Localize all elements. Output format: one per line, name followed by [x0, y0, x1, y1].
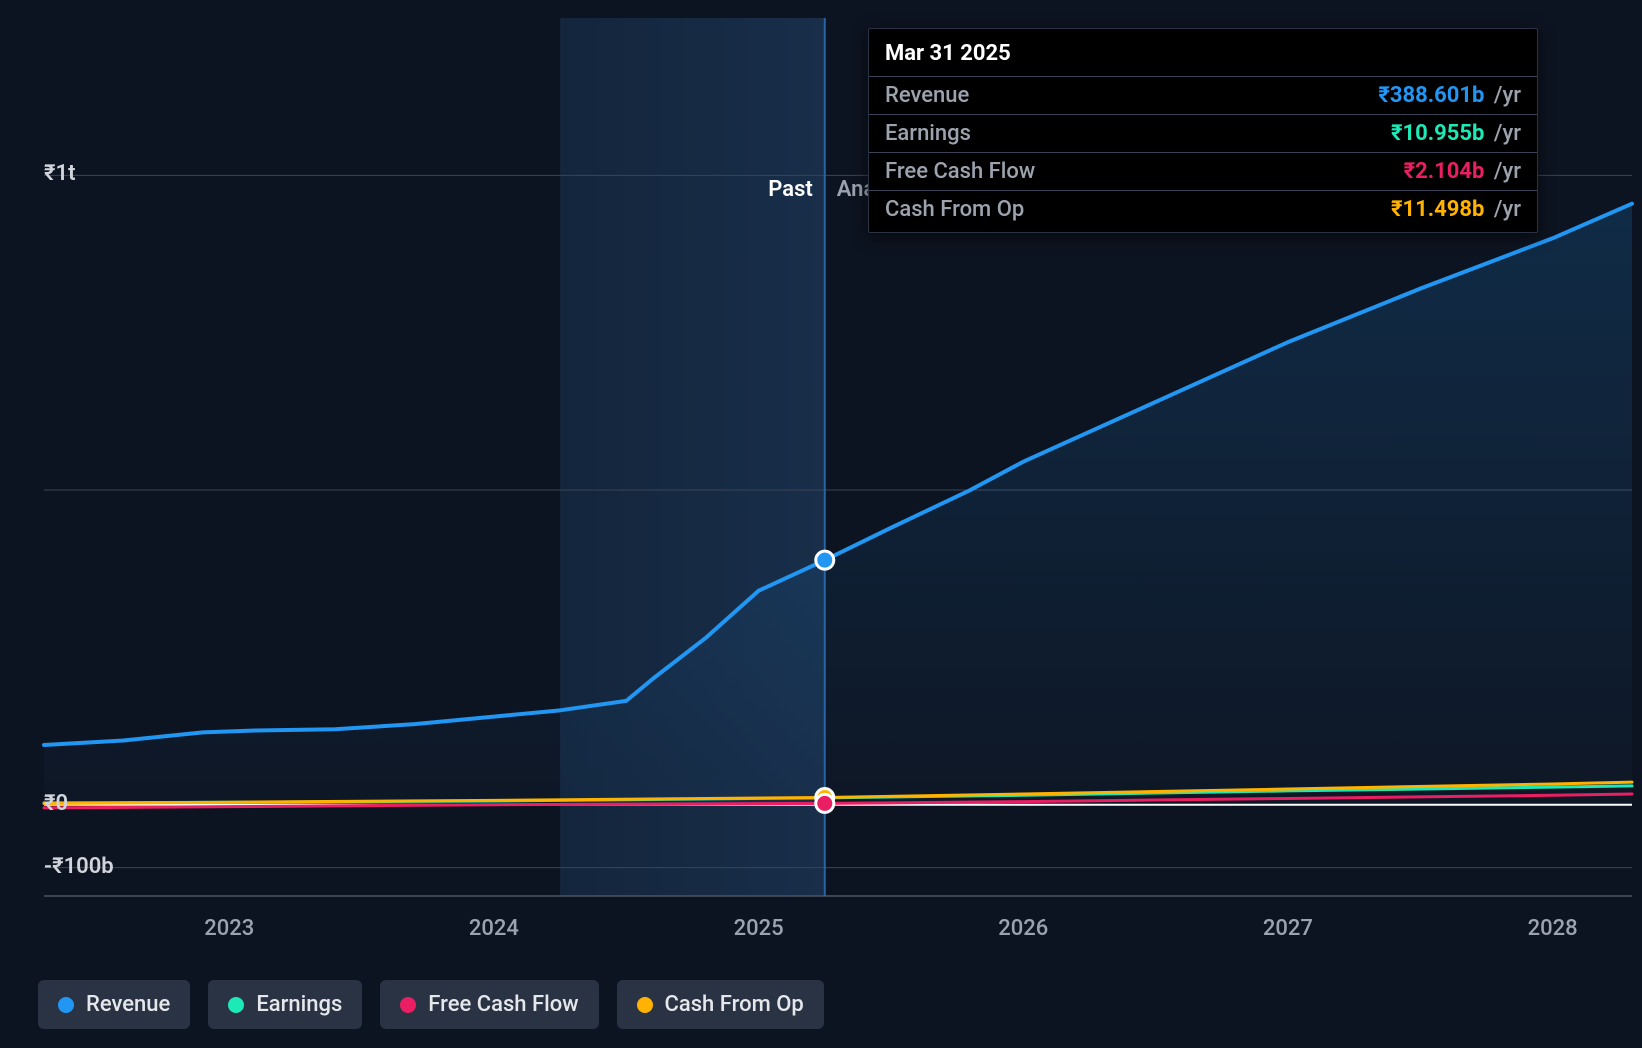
revenue-marker: [816, 551, 834, 569]
tooltip-row-unit: /yr: [1488, 159, 1521, 184]
tooltip-row-label: Free Cash Flow: [885, 159, 1035, 184]
tooltip-row-value-wrap: ₹11.498b /yr: [1391, 197, 1521, 222]
legend-item-earnings[interactable]: Earnings: [208, 980, 362, 1029]
legend-item-label: Revenue: [86, 992, 170, 1017]
x-tick-label: 2027: [1263, 916, 1313, 941]
tooltip-row-value-wrap: ₹388.601b /yr: [1378, 83, 1521, 108]
tooltip-row-unit: /yr: [1488, 83, 1521, 108]
tooltip-row-value: ₹2.104b: [1404, 159, 1485, 184]
y-tick-label: -₹100b: [44, 854, 114, 879]
legend-dot-icon: [58, 997, 74, 1013]
x-tick-label: 2024: [469, 916, 519, 941]
x-tick-label: 2025: [734, 916, 784, 941]
legend-dot-icon: [400, 997, 416, 1013]
legend-item-label: Free Cash Flow: [428, 992, 578, 1017]
tooltip-row-value-wrap: ₹10.955b /yr: [1391, 121, 1521, 146]
tooltip-row: Revenue ₹388.601b /yr: [869, 77, 1537, 115]
x-tick-label: 2023: [204, 916, 254, 941]
legend-item-label: Earnings: [256, 992, 342, 1017]
fcf-marker: [816, 794, 834, 812]
tooltip-row: Earnings ₹10.955b /yr: [869, 115, 1537, 153]
legend-item-label: Cash From Op: [665, 992, 804, 1017]
tooltip-row: Free Cash Flow ₹2.104b /yr: [869, 153, 1537, 191]
legend-item-revenue[interactable]: Revenue: [38, 980, 190, 1029]
legend-item-free-cash-flow[interactable]: Free Cash Flow: [380, 980, 598, 1029]
tooltip-row-label: Revenue: [885, 83, 969, 108]
legend-item-cash-from-op[interactable]: Cash From Op: [617, 980, 824, 1029]
financials-chart: ₹1t ₹0 -₹100b 2023 2024 2025 2026 2027 2028 Pas…: [0, 0, 1642, 1048]
x-tick-label: 2028: [1528, 916, 1578, 941]
tooltip-row-label: Earnings: [885, 121, 971, 146]
tooltip-row-unit: /yr: [1488, 197, 1521, 222]
tooltip-date: Mar 31 2025: [869, 29, 1537, 77]
legend-dot-icon: [228, 997, 244, 1013]
tooltip-row-unit: /yr: [1488, 121, 1521, 146]
hover-tooltip: Mar 31 2025 Revenue₹388.601b /yrEarnings…: [868, 28, 1538, 233]
tooltip-row-value: ₹11.498b: [1391, 197, 1484, 222]
tooltip-row-label: Cash From Op: [885, 197, 1024, 222]
tooltip-row: Cash From Op ₹11.498b /yr: [869, 191, 1537, 232]
legend-dot-icon: [637, 997, 653, 1013]
tooltip-row-value-wrap: ₹2.104b /yr: [1404, 159, 1521, 184]
legend: Revenue Earnings Free Cash Flow Cash From O…: [38, 980, 824, 1029]
x-tick-label: 2026: [998, 916, 1048, 941]
y-tick-label: ₹1t: [44, 161, 76, 186]
y-tick-label: ₹0: [44, 791, 68, 816]
past-label: Past: [768, 177, 813, 202]
tooltip-row-value: ₹388.601b: [1378, 83, 1484, 108]
tooltip-row-value: ₹10.955b: [1391, 121, 1484, 146]
